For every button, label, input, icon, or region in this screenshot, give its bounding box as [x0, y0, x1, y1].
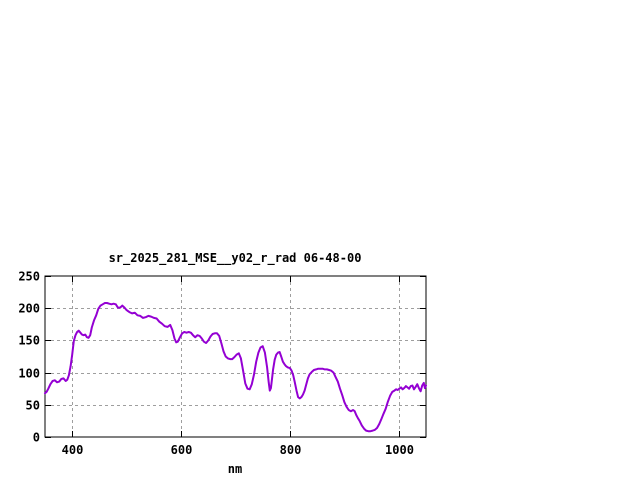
y-tick-label: 100 [18, 367, 40, 381]
radiance-curve [44, 302, 427, 433]
x-axis-label: nm [228, 462, 242, 476]
tick-labels: 400 600 800 1000 0 50 100 150 200 250 [18, 270, 414, 458]
y-tick-label: 0 [33, 431, 40, 445]
x-tick-label: 800 [280, 443, 302, 457]
data-curve [44, 302, 427, 433]
y-tick-label: 50 [26, 399, 40, 413]
y-tick-label: 150 [18, 334, 40, 348]
x-tick-label: 1000 [385, 443, 414, 457]
x-tick-label: 600 [171, 443, 193, 457]
x-tick-label: 400 [62, 443, 84, 457]
y-tick-label: 250 [18, 270, 40, 284]
chart-title: sr_2025_281_MSE__y02_r_rad 06-48-00 [109, 251, 362, 266]
y-tick-label: 200 [18, 302, 40, 316]
plot-border [44, 275, 427, 438]
